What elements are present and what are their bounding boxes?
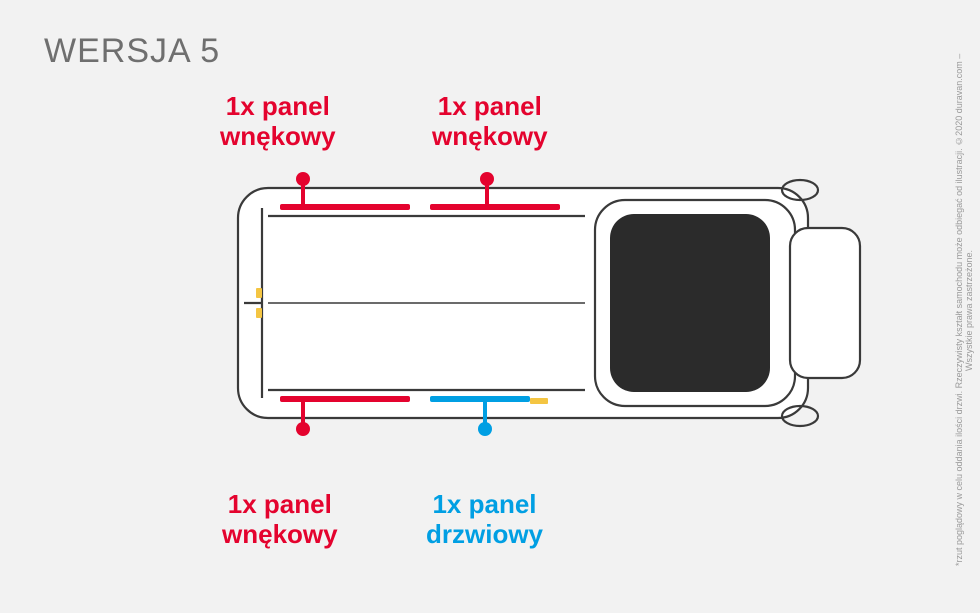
callout-bottom-right: 1x paneldrzwiowy	[426, 490, 543, 550]
panel-line-top-left-line	[280, 204, 410, 210]
pointer-dot-ptr-top-left	[296, 172, 310, 186]
yellow-accent-2	[530, 398, 548, 404]
panel-line-bottom-right-line	[430, 396, 530, 402]
pointer-stem-ptr-top-left	[301, 184, 305, 206]
pointer-dot-ptr-bottom-right	[478, 422, 492, 436]
pointer-dot-ptr-bottom-left	[296, 422, 310, 436]
yellow-accent-1	[256, 308, 262, 318]
callout-bottom-left: 1x panelwnękowy	[222, 490, 338, 550]
panel-line-top-right-line	[430, 204, 560, 210]
pointer-stem-ptr-top-right	[485, 184, 489, 206]
panel-line-bottom-left-line	[280, 396, 410, 402]
diagram-stage: { "title": { "text": "WERSJA 5", "x": 44…	[0, 0, 980, 613]
yellow-accent-0	[256, 288, 262, 298]
pointer-stem-ptr-bottom-right	[483, 400, 487, 424]
pointer-dot-ptr-top-right	[480, 172, 494, 186]
copyright-text: *rzut poglądowy w celu oddania ilości dr…	[954, 40, 974, 580]
callout-top-right: 1x panelwnękowy	[432, 92, 548, 152]
callout-top-left: 1x panelwnękowy	[220, 92, 336, 152]
pointer-stem-ptr-bottom-left	[301, 400, 305, 424]
